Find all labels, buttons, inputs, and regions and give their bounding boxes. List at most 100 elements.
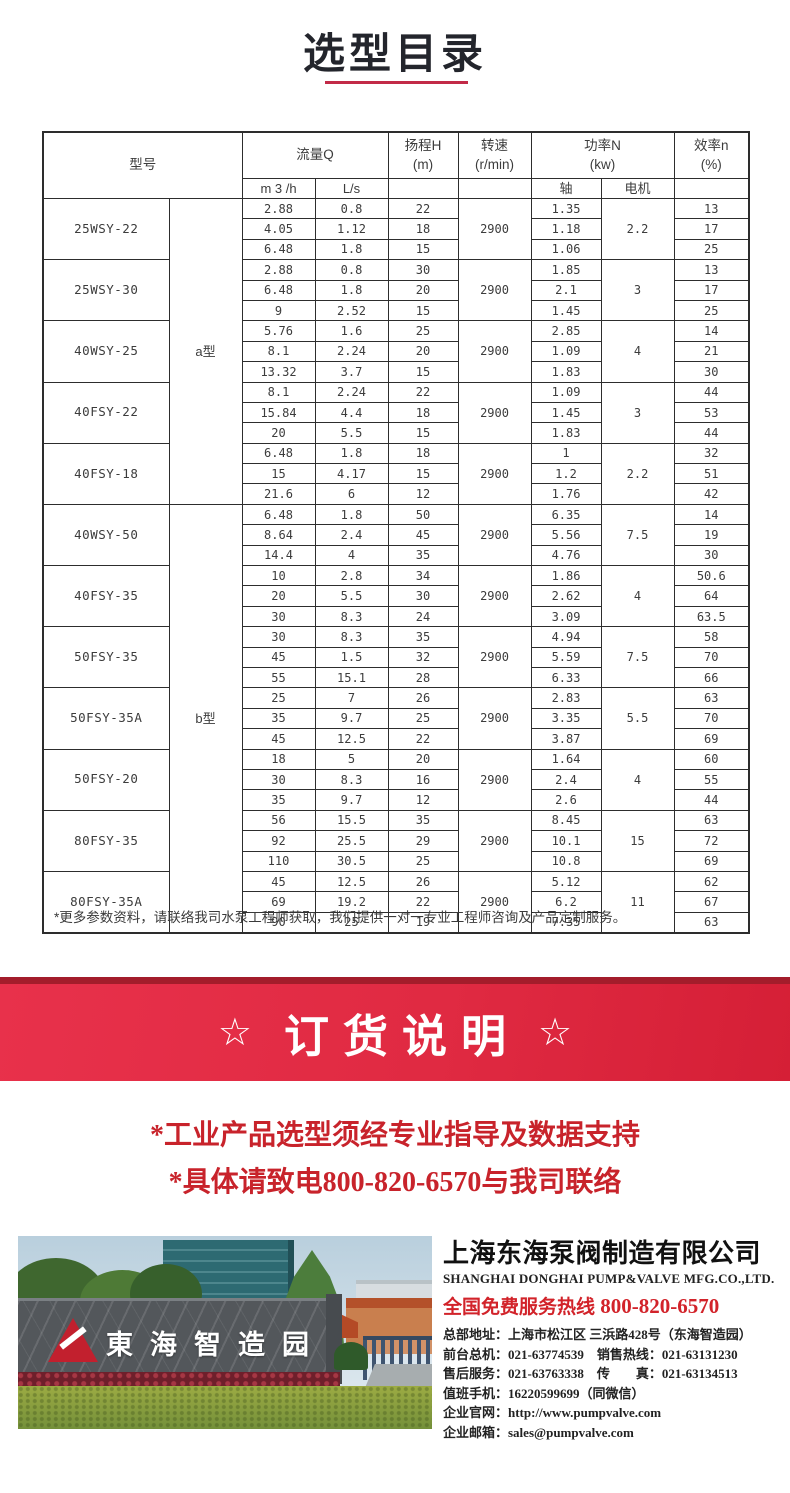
entrance-stone-wall: 東海智造园 xyxy=(18,1298,328,1385)
value-cell: 60 xyxy=(673,748,750,770)
value-cell: 10 xyxy=(241,565,316,587)
value-cell: 15.5 xyxy=(314,809,389,832)
star-icon: ☆ xyxy=(538,1011,573,1054)
value-cell: 2.6 xyxy=(530,789,602,811)
table-row: 80FSY-35 56 15.5 35 2900 8.45 15 63 xyxy=(42,809,750,872)
model-cell: 50FSY-20 xyxy=(42,748,170,811)
value-cell: 8.1 xyxy=(241,381,316,403)
banner-title: 订货说明 xyxy=(283,1011,520,1062)
header-power: 功率N (kw) xyxy=(530,131,675,179)
value-cell: 12.5 xyxy=(314,870,389,893)
value-cell: 32 xyxy=(673,442,750,465)
value-cell: 50.6 xyxy=(673,565,750,587)
value-cell: 3.87 xyxy=(530,728,602,750)
shrub xyxy=(334,1342,368,1370)
value-cell: 12 xyxy=(387,483,459,505)
company-name-en: SHANGHAI DONGHAI PUMP&VALVE MFG.CO.,LTD. xyxy=(443,1271,775,1286)
value-cell: 30.5 xyxy=(314,850,389,872)
value-cell: 8.3 xyxy=(314,768,389,791)
value-cell: 6.48 xyxy=(241,442,316,465)
value-cell: 13 xyxy=(673,197,750,220)
contact-email: 企业邮箱：sales@pumpvalve.com xyxy=(443,1424,634,1440)
model-cell: 40WSY-50 xyxy=(42,503,170,567)
value-cell: 14 xyxy=(673,320,750,342)
value-cell: 50 xyxy=(387,503,459,526)
value-cell: 25 xyxy=(673,238,750,261)
service-hotline: 全国免费服务热线 800-820-6570 xyxy=(443,1292,785,1319)
table-row: 35 9.7 25 3.35 70 xyxy=(43,707,750,730)
value-cell: 67 xyxy=(673,891,750,913)
value-cell: 42 xyxy=(673,483,750,505)
table-row: 21.6 6 12 1.76 42 xyxy=(43,483,750,505)
value-cell: 30 xyxy=(241,605,316,628)
header-flow: 流量Q xyxy=(241,131,389,179)
value-cell: 25 xyxy=(241,687,316,709)
value-cell: 9 xyxy=(241,299,316,322)
value-cell: 5.76 xyxy=(241,320,316,342)
motor-cell: 15 xyxy=(600,809,675,872)
value-cell: 2.85 xyxy=(530,320,602,342)
lawn xyxy=(18,1386,432,1429)
value-cell: 1.09 xyxy=(530,381,602,403)
red-hedge xyxy=(18,1372,340,1389)
value-cell: 10.8 xyxy=(530,850,602,872)
value-cell: 18 xyxy=(387,401,459,424)
table-row: 8.1 2.24 20 1.09 21 xyxy=(43,340,750,363)
value-cell: 26 xyxy=(387,687,459,709)
table-row: 90 25 19 7.35 63 xyxy=(43,911,750,934)
contact-website: 企业官网：http://www.pumpvalve.com xyxy=(443,1405,662,1420)
value-cell: 15 xyxy=(241,463,316,485)
value-cell: 13 xyxy=(673,259,750,281)
value-cell: 44 xyxy=(673,422,750,444)
value-cell: 2.52 xyxy=(314,299,389,322)
value-cell: 4.76 xyxy=(530,544,602,567)
model-cell: 40FSY-18 xyxy=(42,442,170,505)
value-cell: 66 xyxy=(673,666,750,689)
claim-line: *具体请致电800-820-6570与我司联络 xyxy=(168,1167,622,1198)
value-cell: 20 xyxy=(387,279,459,301)
table-row: 50FSY-20 18 5 20 2900 1.64 4 60 xyxy=(42,748,750,811)
value-cell: 1.18 xyxy=(530,218,602,240)
value-cell: 2.4 xyxy=(314,524,389,546)
value-cell: 5.12 xyxy=(530,870,602,893)
value-cell: 18 xyxy=(387,442,459,465)
speed-cell: 2900 xyxy=(457,442,532,505)
table-row: 69 19.2 22 6.2 67 xyxy=(43,891,750,913)
value-cell: 21 xyxy=(673,340,750,363)
contact-after-sales: 售后服务：021-63763338 传 真：021-63134513 xyxy=(443,1366,738,1381)
value-cell: 15 xyxy=(387,361,459,383)
value-cell: 1.76 xyxy=(530,483,602,505)
value-cell: 69 xyxy=(673,850,750,872)
value-cell: 4 xyxy=(314,544,389,567)
value-cell: 6.48 xyxy=(241,238,316,261)
value-cell: 35 xyxy=(387,626,459,648)
value-cell: 15 xyxy=(387,463,459,485)
value-cell: 3.35 xyxy=(530,707,602,730)
table-row: 40FSY-18 6.48 1.8 18 2900 1 2.2 32 xyxy=(42,442,750,505)
value-cell: 8.45 xyxy=(530,809,602,832)
motor-cell: 3 xyxy=(600,259,675,322)
value-cell: 2.24 xyxy=(314,340,389,363)
claim-line: *工业产品选型须经专业指导及数据支持 xyxy=(149,1120,640,1151)
value-cell: 15 xyxy=(387,422,459,444)
value-cell: 35 xyxy=(241,707,316,730)
value-cell: 2.62 xyxy=(530,585,602,607)
value-cell: 30 xyxy=(241,768,316,791)
value-cell: 15 xyxy=(387,299,459,322)
value-cell: 45 xyxy=(387,524,459,546)
value-cell: 70 xyxy=(673,707,750,730)
value-cell: 18 xyxy=(241,748,316,770)
value-cell: 2.88 xyxy=(241,259,316,281)
motor-cell: 2.2 xyxy=(600,442,675,505)
model-cell: 80FSY-35 xyxy=(42,809,170,872)
table-row: 92 25.5 29 10.1 72 xyxy=(43,830,750,852)
value-cell: 22 xyxy=(387,891,459,913)
value-cell: 1.2 xyxy=(530,463,602,485)
speed-cell: 2900 xyxy=(457,503,532,567)
table-body: 25WSY-22 a型 2.88 0.8 22 2900 1.35 2.2 13 4.05 1.12… xyxy=(42,197,750,934)
value-cell: 21.6 xyxy=(241,483,316,505)
model-cell: 25WSY-22 xyxy=(42,197,170,261)
header-head-sub xyxy=(387,178,459,199)
motor-cell: 7.5 xyxy=(600,626,675,689)
value-cell: 70 xyxy=(673,646,750,668)
